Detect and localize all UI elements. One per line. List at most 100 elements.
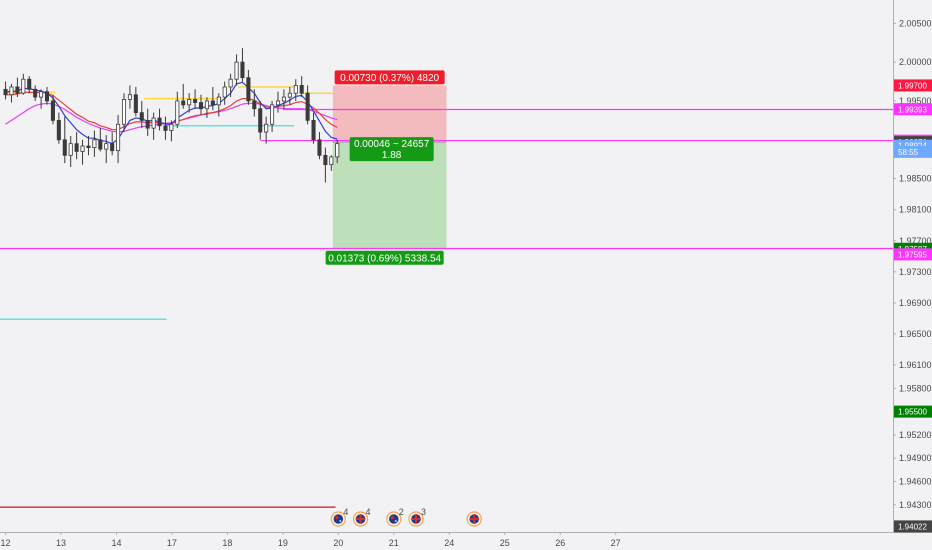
candle <box>104 135 109 164</box>
time-tick-label: 12 <box>1 538 11 548</box>
candle-body <box>50 100 55 121</box>
candle-body <box>293 85 298 94</box>
flag-field <box>389 514 399 524</box>
time-tick-label: 27 <box>611 538 621 548</box>
time-tick-label: 19 <box>278 538 288 548</box>
price-tick-label: 1.94300 <box>899 500 932 510</box>
candle-body <box>299 85 304 94</box>
candle <box>15 77 20 98</box>
target-label: 0.01373 (0.69%) 5338.54 <box>325 250 444 265</box>
stop-label: 0.00730 (0.37%) 4820 <box>334 70 445 85</box>
entry-label-text: 0.00046 ~ 24657 <box>354 139 430 150</box>
candle <box>275 91 281 113</box>
candle <box>127 85 132 109</box>
time-tick-label: 26 <box>555 538 565 548</box>
candle <box>74 132 79 160</box>
candle-body <box>228 78 233 88</box>
price-tag: 1.99393 <box>894 103 932 116</box>
price-tag-bg <box>894 103 932 116</box>
candle-body <box>163 125 168 131</box>
uk-flag-icon <box>466 511 482 527</box>
candle-body <box>311 119 316 141</box>
time-tick-label: 17 <box>167 538 177 548</box>
candle <box>323 147 328 183</box>
price-tick-label: 2.00500 <box>899 18 932 28</box>
candle-body <box>21 78 26 94</box>
time-axis[interactable]: 12 13 14 17 18 19 20 21 24 25 26 27 <box>1 532 621 548</box>
candle-body <box>216 96 221 106</box>
candle-body <box>116 123 121 152</box>
flag-star <box>394 520 397 522</box>
time-tick-label: 13 <box>56 538 66 548</box>
price-tag-text: 1.95500 <box>898 408 927 417</box>
candle-body <box>86 145 91 148</box>
candle-body <box>145 119 150 129</box>
price-tag-text: 1.94022 <box>898 522 927 531</box>
candle-body <box>281 96 286 102</box>
candle <box>222 81 227 105</box>
candle-body <box>169 123 174 131</box>
event-count: 2 <box>399 507 404 517</box>
candle-body <box>175 100 180 125</box>
price-tick-label: 1.96100 <box>899 360 932 370</box>
candle <box>33 85 38 101</box>
stop-label-bg <box>334 70 445 85</box>
price-tag-bg <box>894 145 932 158</box>
flag-cross-v <box>359 514 362 524</box>
time-tick-label: 25 <box>500 538 510 548</box>
stop-zone <box>332 85 447 143</box>
candle <box>246 69 251 105</box>
candle <box>287 86 292 105</box>
candle <box>62 116 67 164</box>
candle <box>121 93 127 133</box>
price-tick-label: 1.97300 <box>899 267 932 277</box>
candle-body <box>98 139 103 150</box>
candle-body <box>187 99 192 106</box>
candle-body <box>74 143 79 152</box>
event-count: 4 <box>343 507 348 517</box>
price-axis[interactable]: 2.00500 2.00000 1.99500 1.98500 1.98100 1.977… <box>893 18 932 510</box>
candle <box>210 86 215 111</box>
time-tick-label: 20 <box>333 538 343 548</box>
candle <box>80 139 85 165</box>
price-tag: 1.99700 <box>894 79 932 92</box>
candle-body <box>270 104 275 125</box>
candle-body <box>151 117 156 129</box>
candle <box>216 93 221 117</box>
candle-body <box>56 119 61 141</box>
entry-label-text: 1.88 <box>382 150 402 161</box>
candle <box>145 108 150 136</box>
candle <box>3 81 8 100</box>
candle <box>335 139 340 164</box>
candle <box>9 83 14 103</box>
candle-body <box>335 143 340 158</box>
candle-body <box>323 154 328 166</box>
candle <box>50 94 55 125</box>
candle-body <box>181 100 186 106</box>
candle-body <box>264 123 269 133</box>
candle <box>157 108 162 131</box>
candle <box>44 86 50 105</box>
flag-cross-v <box>414 514 417 524</box>
candle <box>98 128 103 152</box>
candle <box>264 116 269 144</box>
flag-field <box>333 514 344 524</box>
price-tag: 1.95500 <box>894 405 932 418</box>
candle-body <box>27 78 32 90</box>
price-tag-bg <box>894 520 932 533</box>
price-tick-label: 2.00000 <box>899 57 932 67</box>
target-label-bg <box>325 250 444 265</box>
flag-star <box>339 520 342 522</box>
candle-body <box>139 112 144 121</box>
candle <box>181 83 186 109</box>
candles <box>3 48 340 183</box>
price-tag-text: 58:55 <box>898 148 919 157</box>
candle-body <box>157 117 162 127</box>
flag-union <box>335 516 339 519</box>
candle <box>281 89 286 109</box>
candle <box>92 130 97 157</box>
economic-events[interactable]: 4 4 2 3 <box>330 507 482 527</box>
